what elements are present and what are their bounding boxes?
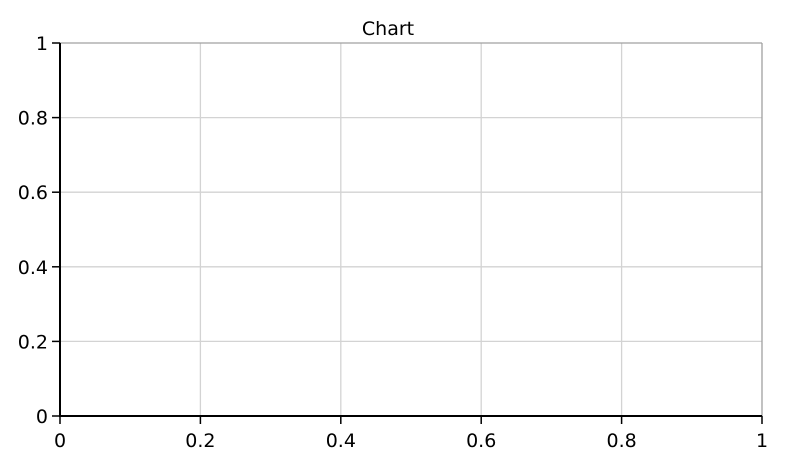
x-tick-label: 0.6 [466, 430, 496, 452]
y-tick-label: 0.6 [18, 182, 48, 204]
tick-labels: 0 0.2 0.4 0.6 0.8 1 0 0.2 0.4 0.6 0.8 1 [18, 33, 768, 452]
x-tick-label: 0 [54, 430, 66, 452]
tick-marks [52, 42, 763, 424]
y-tick-label: 0.8 [18, 108, 48, 130]
x-tick-label: 1 [756, 430, 768, 452]
x-tick-label: 0.8 [606, 430, 636, 452]
y-tick-label: 1 [36, 33, 48, 55]
y-tick-label: 0.2 [18, 331, 48, 353]
chart-title: Chart [361, 18, 415, 40]
y-tick-label: 0.4 [18, 257, 48, 279]
plot-frame [60, 42, 763, 416]
x-tick-label: 0.4 [326, 430, 356, 452]
x-tick-label: 0.2 [185, 430, 215, 452]
axes [59, 43, 762, 417]
y-tick-label: 0 [36, 406, 48, 428]
grid-lines [60, 43, 762, 416]
